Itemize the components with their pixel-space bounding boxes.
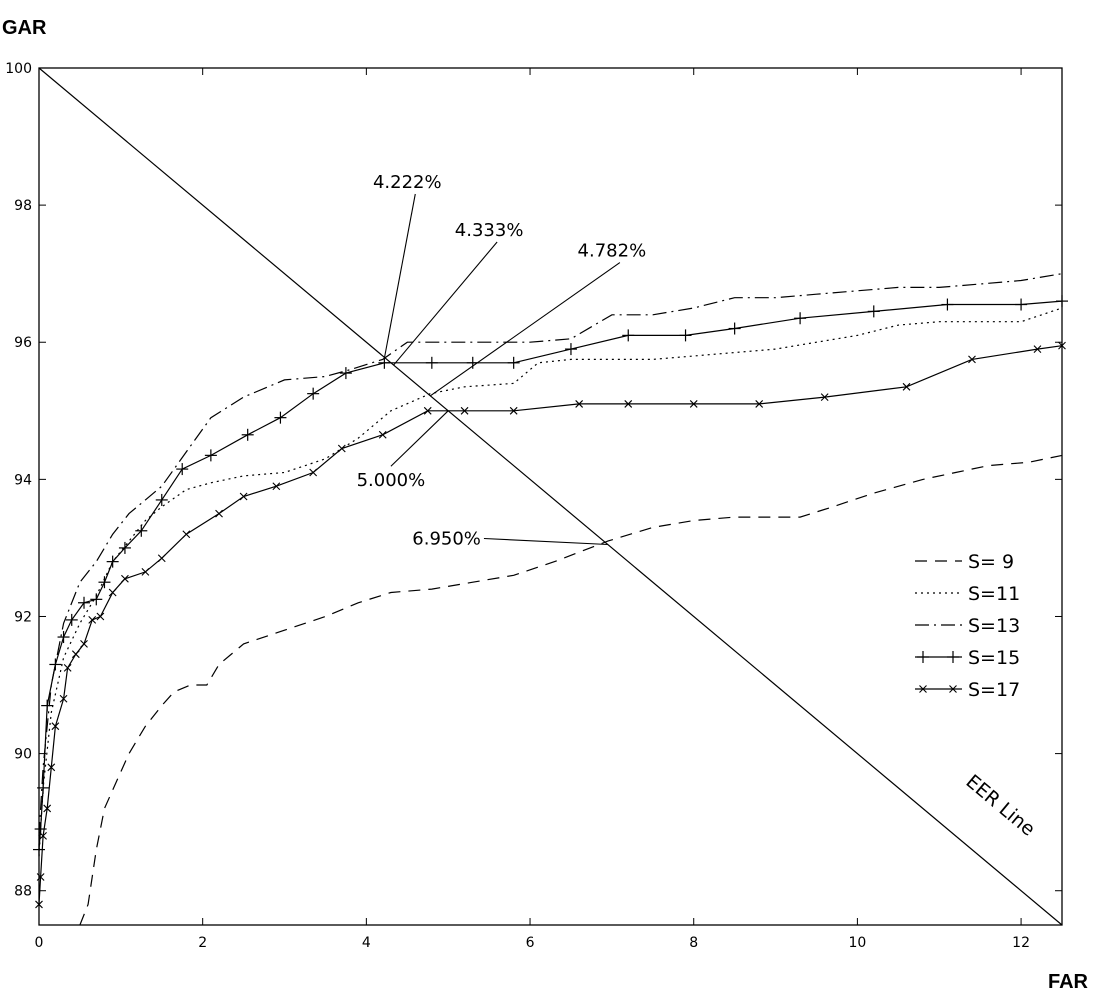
series-4-point-34 xyxy=(1058,341,1066,350)
series-4-point-26 xyxy=(575,400,584,408)
series-2 xyxy=(38,273,1063,836)
series-layer xyxy=(33,273,1068,926)
series-4-point-5 xyxy=(51,722,60,731)
series-4-point-24 xyxy=(460,406,469,415)
series-3 xyxy=(33,295,1068,856)
x-tick-label-4: 8 xyxy=(689,935,698,951)
series-4-point-2 xyxy=(39,831,47,840)
annotation-leader-1 xyxy=(393,241,498,366)
y-axis-title: GAR xyxy=(2,17,47,39)
series-4-point-19 xyxy=(272,482,281,491)
series-4-point-27 xyxy=(624,400,633,408)
y-tick-label-3: 94 xyxy=(14,472,32,488)
annotation-1: 4.333% xyxy=(455,220,524,241)
x-tick-label-6: 12 xyxy=(1012,935,1030,951)
legend-label-3: S=15 xyxy=(968,647,1020,669)
series-line-1 xyxy=(38,307,1063,857)
legend-label-0: S= 9 xyxy=(968,551,1014,573)
series-4 xyxy=(35,341,1066,909)
series-4-point-18 xyxy=(239,492,248,501)
series-4-point-16 xyxy=(182,530,191,539)
series-4-point-11 xyxy=(96,612,105,621)
series-4-point-4 xyxy=(47,763,56,772)
y-tick-label-4: 96 xyxy=(14,335,32,351)
annotation-3: 5.000% xyxy=(357,470,426,491)
legend-label-4: S=17 xyxy=(968,679,1020,701)
series-4-point-6 xyxy=(59,694,68,703)
series-4-point-21 xyxy=(337,444,346,453)
annotation-leader-3 xyxy=(390,410,449,467)
y-tick-label-5: 98 xyxy=(14,198,32,214)
legend-marker-4 xyxy=(919,685,927,693)
legend-marker-4 xyxy=(949,685,957,693)
legend-label-2: S=13 xyxy=(968,615,1020,637)
series-4-point-22 xyxy=(378,430,387,439)
axis-ticks: 0 2 4 6 8 10 12 88 90 92 94 96 98 100 xyxy=(5,61,1062,951)
series-4-point-28 xyxy=(689,400,698,408)
annotation-leader-2 xyxy=(430,262,621,397)
annotation-4: 6.950% xyxy=(412,528,481,549)
series-4-point-31 xyxy=(902,382,911,391)
eer-line xyxy=(38,67,1063,926)
annotation-leader-4 xyxy=(483,537,608,546)
series-4-point-1 xyxy=(36,873,45,881)
legend: S= 9 S=11 S=13 S=15 S=17 xyxy=(902,540,1042,710)
annotation-2: 4.782% xyxy=(578,241,647,262)
x-tick-label-2: 4 xyxy=(362,935,371,951)
series-4-point-7 xyxy=(63,664,72,672)
y-tick-label-6: 100 xyxy=(5,61,32,77)
x-tick-label-5: 10 xyxy=(848,935,866,951)
series-4-point-3 xyxy=(43,804,52,813)
x-axis-title: FAR xyxy=(1048,971,1089,993)
series-4-point-9 xyxy=(80,640,88,648)
series-4-point-33 xyxy=(1033,345,1042,353)
series-4-point-13 xyxy=(121,574,129,583)
series-4-point-30 xyxy=(820,393,829,401)
series-4-point-12 xyxy=(108,588,117,597)
series-4-point-10 xyxy=(88,616,97,624)
series-4-point-17 xyxy=(215,509,223,518)
y-tick-label-1: 90 xyxy=(14,747,32,763)
series-4-point-32 xyxy=(968,355,976,364)
annotation-0: 4.222% xyxy=(373,172,442,193)
series-4-point-14 xyxy=(141,568,150,576)
x-tick-label-0: 0 xyxy=(35,935,44,951)
series-4-point-29 xyxy=(755,400,764,408)
series-0 xyxy=(79,454,1063,926)
series-4-point-0 xyxy=(35,900,43,909)
y-tick-label-0: 88 xyxy=(14,884,32,900)
series-4-point-20 xyxy=(309,468,318,477)
x-tick-label-3: 6 xyxy=(526,935,535,951)
series-4-point-8 xyxy=(71,650,80,659)
legend-label-1: S=11 xyxy=(968,583,1020,605)
series-1 xyxy=(38,307,1063,857)
annotation-leader-0 xyxy=(383,193,416,358)
series-4-point-25 xyxy=(509,406,518,415)
series-4-point-23 xyxy=(423,406,432,415)
annotations: 4.222% 4.333% 4.782% 5.000% 6.950% xyxy=(357,172,647,550)
x-tick-label-1: 2 xyxy=(198,935,207,951)
series-line-0 xyxy=(79,454,1063,926)
y-tick-label-2: 92 xyxy=(14,609,32,625)
series-4-point-15 xyxy=(157,554,166,563)
series-line-2 xyxy=(38,273,1063,836)
